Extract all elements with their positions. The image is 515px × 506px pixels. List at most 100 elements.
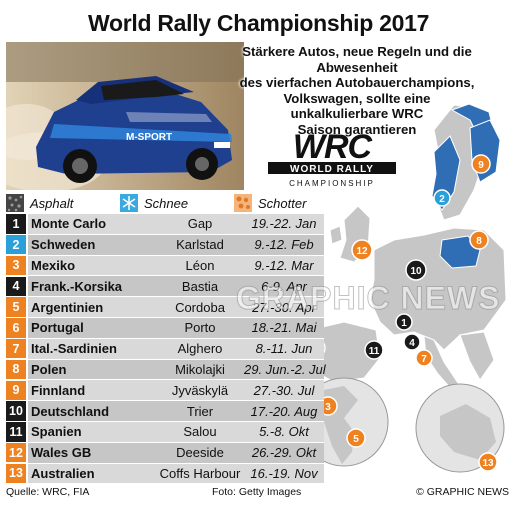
rally-name: Argentinien [31,299,104,315]
rally-name: Wales GB [31,445,92,461]
rally-number: 6 [6,318,26,338]
svg-text:11: 11 [369,346,380,357]
row-background [28,401,324,421]
logo-wrc-text: WRC [293,128,373,166]
source-credit: Quelle: WRC, FIA [6,486,90,498]
legend-asphalt: Asphalt [6,193,73,213]
logo-line2: CHAMPIONSHIP [289,179,375,188]
row-background [28,255,324,276]
legend-label: Schnee [144,195,189,211]
svg-text:3: 3 [325,402,331,413]
asphalt-icon [6,194,24,212]
row-background [28,442,324,463]
table-row: 7 Ital.-Sardinien Alghero 8.-11. Jun [6,338,324,360]
rally-name: Australien [31,465,95,481]
rally-name: Finnland [31,382,86,398]
rally-location: Trier [186,403,214,419]
svg-text:4: 4 [409,338,415,349]
svg-text:13: 13 [482,458,494,469]
rally-location: Jyväskylä [171,382,229,398]
rally-name: Monte Carlo [31,216,107,232]
rally-dates: 16.-19. Nov [250,465,318,481]
rally-dates: 27.-30. Apr [252,299,316,315]
subtitle-line: Saison garantieren [297,121,417,137]
rally-dates: 27.-30. Jul [253,382,315,398]
svg-text:7: 7 [421,354,427,365]
rally-dates: 5.-8. Okt [259,424,309,440]
subtitle: Stärkere Autos, neue Regeln und die Abwe… [204,44,510,137]
rally-location: Bastia [181,278,219,294]
legend-label: Asphalt [30,195,74,211]
rally-number: 4 [6,276,26,296]
rally-name: Ital.-Sardinien [31,341,117,357]
row-background [28,234,324,255]
surface-legend: Asphalt Schnee Schotter [6,193,316,213]
snowflake-icon [120,194,138,212]
rally-number: 1 [6,214,26,234]
rally-dates: 26.-29. Okt [251,445,317,461]
rally-dates: 8.-11. Jun [255,341,313,357]
table-row: 13 Australien Coffs Harbour 16.-19. Nov [6,463,324,485]
rally-location: Coffs Harbour [159,465,241,481]
row-background [28,338,324,359]
rally-dates: 29. Jun.-2. Jul [244,361,326,377]
rally-name: Deutschland [31,403,110,419]
table-row: 10 Deutschland Trier 17.-20. Aug [6,401,324,422]
page-title: World Rally Championship 2017 [88,10,430,36]
rally-location: Cordoba [175,299,225,315]
row-background [28,276,324,297]
rally-location: Deeside [176,445,224,461]
svg-text:2: 2 [439,194,445,205]
table-row: 12 Wales GB Deeside 26.-29. Okt [6,442,324,464]
wrc-logo: WRC WORLD RALLY CHAMPIONSHIP [262,124,402,190]
rally-name: Mexiko [31,257,76,273]
rally-name: Frank.-Korsika [31,278,123,294]
graphic-credit: © GRAPHIC NEWS [416,486,509,498]
row-background [28,359,324,380]
row-background [28,421,324,442]
rally-number: 13 [6,463,26,484]
svg-text:M-SPORT: M-SPORT [126,132,172,143]
rally-location: Karlstad [176,237,224,253]
svg-text:9: 9 [478,160,484,171]
rally-location: Gap [187,216,213,232]
row-background [28,214,324,234]
row-background [28,380,324,401]
row-background [28,317,324,338]
photo-credit: Foto: Getty Images [212,486,302,498]
rally-number: 12 [6,443,26,463]
rally-name: Schweden [31,237,96,253]
rally-name: Portugal [31,320,84,336]
logo-line1: WORLD RALLY [290,164,374,175]
subtitle-line: unkalkulierbare WRC [290,106,424,121]
subtitle-line: des vierfachen Autobauerchampions, [239,75,475,90]
rally-table: 1 Monte Carlo Gap 19.-22. Jan 2 Schweden Karls… [6,214,326,485]
legend-label: Schotter [258,195,307,211]
rally-number: 5 [6,297,26,317]
table-row: 3 Mexiko Léon 9.-12. Mar [6,255,324,277]
table-row: 6 Portugal Porto 18.-21. Mai [6,317,324,339]
table-row: 8 Polen Mikolajki 29. Jun.-2. Jul [6,359,326,381]
rally-location: Porto [184,320,216,336]
svg-text:8: 8 [476,236,482,247]
table-row: 2 Schweden Karlstad 9.-12. Feb [6,234,324,256]
rally-car-photo: M-SPORT [6,42,244,190]
rally-dates: 9.-12. Feb [254,237,314,253]
svg-text:5: 5 [353,434,359,445]
svg-text:12: 12 [356,246,368,257]
rally-number: 7 [6,339,26,359]
rally-dates: 18.-21. Mai [251,320,317,336]
rally-location: Léon [185,257,215,273]
rally-dates: 6-9. Apr [261,278,307,294]
rally-name: Spanien [31,424,82,440]
svg-text:1: 1 [401,318,407,329]
table-row: 4 Frank.-Korsika Bastia 6-9. Apr [6,276,324,298]
rally-dates: 17.-20. Aug [250,403,318,419]
rally-location: Mikolajki [175,361,225,377]
rally-dates: 19.-22. Jan [251,216,317,232]
table-row: 1 Monte Carlo Gap 19.-22. Jan [6,214,324,235]
legend-snow: Schnee [120,193,188,213]
rally-number: 8 [6,359,26,380]
gravel-icon [234,194,252,212]
rally-number: 11 [6,422,26,442]
